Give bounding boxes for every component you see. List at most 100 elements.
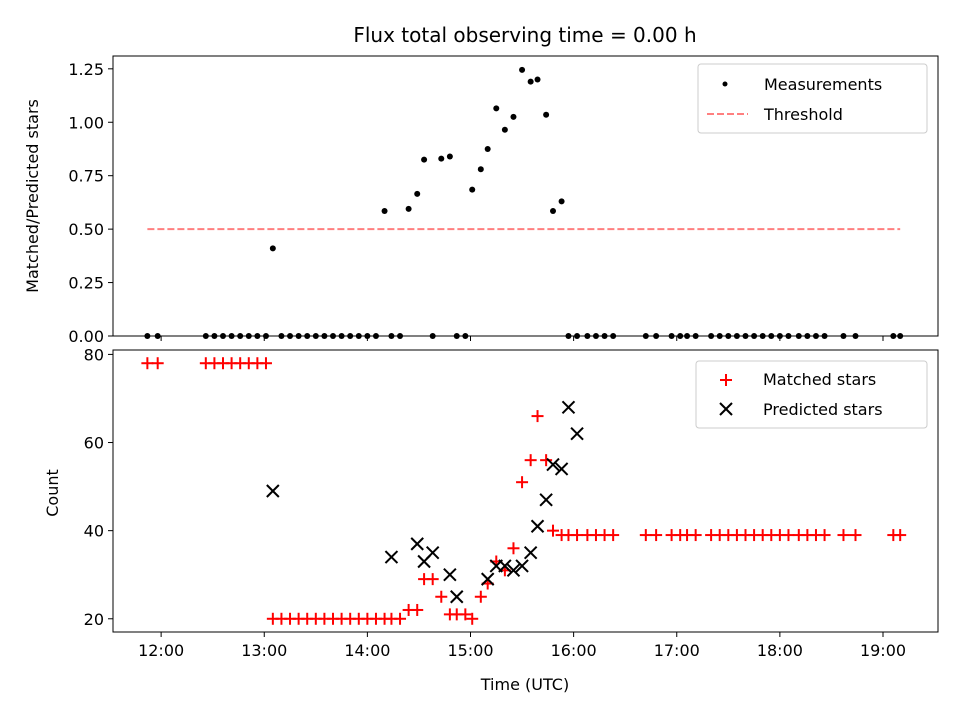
measurement-point bbox=[776, 333, 783, 339]
bottom-x-tick-label: 14:00 bbox=[344, 641, 390, 660]
predicted-star-marker bbox=[384, 550, 399, 564]
measurement-point bbox=[347, 333, 354, 339]
measurement-point bbox=[716, 333, 723, 339]
measurement-point bbox=[372, 333, 379, 339]
measurement-point bbox=[684, 333, 691, 339]
matched-star-marker bbox=[516, 476, 529, 489]
measurement-point bbox=[220, 333, 226, 339]
measurement-point bbox=[388, 333, 395, 339]
matched-star-marker bbox=[474, 590, 487, 603]
measurement-point bbox=[438, 155, 445, 162]
predicted-star-marker bbox=[546, 457, 560, 472]
top-panel: Matched/Predicted stars 0.00 0.25 0.50 0.75… bbox=[23, 55, 939, 346]
matched-star-marker bbox=[141, 357, 154, 370]
bottom-y-axis-label: Count bbox=[43, 469, 62, 517]
matched-star-marker bbox=[507, 542, 520, 555]
measurement-point bbox=[812, 333, 819, 339]
measurement-point bbox=[321, 333, 328, 339]
predicted-star-marker bbox=[425, 545, 440, 560]
predicted-star-marker bbox=[570, 427, 584, 441]
measurement-point bbox=[534, 76, 541, 83]
matched-star-marker bbox=[426, 573, 439, 586]
top-y-tick-label: 0.75 bbox=[68, 167, 104, 186]
measurement-point bbox=[262, 333, 269, 339]
predicted-star-marker bbox=[480, 572, 495, 586]
matched-star-marker bbox=[259, 357, 272, 370]
measurement-point bbox=[493, 105, 500, 112]
measurement-point bbox=[565, 333, 572, 339]
measurement-point bbox=[751, 333, 758, 339]
measurement-point bbox=[453, 333, 460, 339]
top-legend-box bbox=[697, 63, 928, 134]
measurement-point bbox=[245, 333, 252, 339]
measurement-point bbox=[269, 245, 276, 252]
predicted-star-marker bbox=[561, 400, 576, 414]
matched-star-marker bbox=[782, 529, 795, 542]
matched-star-marker bbox=[459, 608, 472, 621]
measurement-point bbox=[364, 333, 371, 339]
top-y-ticks: 0.00 0.25 0.50 0.75 1.00 1.25 bbox=[68, 60, 113, 346]
measurement-point bbox=[312, 333, 319, 339]
top-y-axis-label: Matched/Predicted stars bbox=[23, 99, 42, 293]
predicted-star-marker bbox=[498, 559, 512, 573]
bottom-x-ticks: 12:00 13:00 14:00 15:00 16:00 17:00 18:00 19:00 bbox=[138, 632, 906, 660]
measurement-point bbox=[501, 126, 508, 133]
matched-star-marker bbox=[639, 529, 652, 542]
measurement-point bbox=[211, 333, 218, 339]
bottom-x-tick-label: 13:00 bbox=[241, 641, 287, 660]
measurement-point bbox=[821, 333, 828, 339]
bottom-x-tick-label: 15:00 bbox=[447, 641, 493, 660]
measurement-point bbox=[355, 333, 362, 339]
matched-star-marker bbox=[607, 529, 620, 542]
measurement-point bbox=[653, 333, 660, 339]
matched-star-marker bbox=[151, 357, 164, 370]
measurement-point bbox=[405, 205, 412, 212]
measurement-point bbox=[462, 333, 469, 339]
legend-measurements-label: Measurements bbox=[764, 75, 882, 94]
measurement-point bbox=[477, 166, 484, 173]
predicted-star-marker bbox=[443, 568, 457, 582]
measurement-point bbox=[897, 333, 904, 339]
measurement-point bbox=[804, 333, 811, 339]
top-y-tick-label: 1.00 bbox=[68, 113, 104, 132]
predicted-star-marker bbox=[554, 462, 569, 476]
matched-star-marker bbox=[524, 454, 537, 467]
measurement-point bbox=[558, 198, 565, 205]
measurements-series bbox=[144, 66, 904, 339]
legend-measurements-marker bbox=[722, 81, 728, 87]
measurement-point bbox=[840, 333, 847, 339]
measurement-point bbox=[550, 207, 556, 214]
predicted-star-marker bbox=[539, 493, 553, 507]
matched-star-marker bbox=[531, 410, 544, 423]
bottom-y-tick-label: 60 bbox=[84, 434, 104, 453]
bottom-x-tick-label: 16:00 bbox=[551, 641, 597, 660]
predicted-star-marker bbox=[410, 537, 424, 551]
measurement-point bbox=[381, 207, 388, 214]
measurement-point bbox=[228, 333, 235, 339]
measurement-point bbox=[592, 333, 599, 339]
top-y-tick-label: 0.50 bbox=[68, 220, 104, 239]
bottom-y-tick-label: 20 bbox=[84, 610, 104, 629]
bottom-legend: Matched stars Predicted stars bbox=[695, 360, 928, 429]
measurement-point bbox=[725, 333, 732, 339]
measurement-point bbox=[510, 113, 517, 120]
measurement-point bbox=[469, 186, 476, 193]
bottom-plot-frame bbox=[112, 349, 939, 633]
matched-star-marker bbox=[435, 590, 448, 603]
predicted-star-marker bbox=[515, 559, 529, 573]
measurement-point bbox=[429, 333, 436, 339]
measurement-point bbox=[668, 333, 675, 339]
predicted-star-marker bbox=[530, 519, 545, 533]
measurement-point bbox=[890, 333, 897, 339]
measurement-point bbox=[287, 333, 294, 339]
measurement-point bbox=[237, 333, 244, 339]
matched-star-marker bbox=[411, 603, 424, 616]
matched-star-marker bbox=[650, 529, 663, 542]
measurement-point bbox=[144, 333, 151, 339]
matched-star-marker bbox=[849, 529, 862, 542]
matched-star-marker bbox=[571, 529, 584, 542]
measurement-point bbox=[527, 78, 534, 85]
bottom-y-tick-label: 80 bbox=[84, 345, 104, 364]
measurement-point bbox=[768, 333, 775, 339]
